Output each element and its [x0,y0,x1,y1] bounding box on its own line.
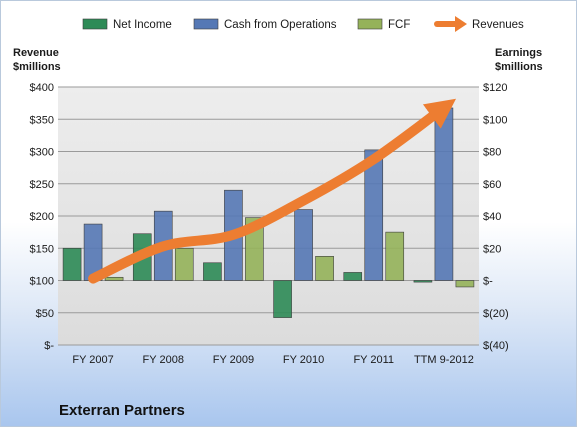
x-tick-label: FY 2007 [72,354,113,366]
x-axis: FY 2007 FY 2008 FY 2009 FY 2010 FY 2011 TTM 9… [72,354,473,366]
cash-from-operations-bar [364,149,384,281]
fcf-legend-swatch [357,18,383,30]
right-tick-label: $120 [483,82,507,94]
left-tick-label: $200 [30,211,54,223]
right-tick-label: $- [483,276,493,288]
x-tick-label: FY 2011 [353,354,394,366]
net-income-bar [62,247,82,281]
legend: Net Income Cash from Operations FCF Revenue… [82,16,524,32]
fcf-bar [385,231,405,281]
left-axis-title-line2: $millions [13,61,61,73]
right-axis-title-line2: $millions [495,61,543,73]
net-income-bar [343,272,363,281]
revenues-legend-label: Revenues [472,19,524,31]
right-axis: $(40) $(20) $- $20 $40 $60 $80 $100 $120 [483,82,509,352]
left-tick-label: $100 [30,276,54,288]
right-axis-title-line1: Earnings [495,47,542,59]
net-income-bar [203,262,222,281]
left-tick-label: $350 [30,114,54,126]
x-tick-label: FY 2008 [143,354,184,366]
fcf-bar [315,256,334,281]
left-tick-label: $- [44,340,54,352]
chart-title: Exterran Partners [59,402,185,419]
fcf-bar [174,247,194,281]
right-tick-label: $40 [483,211,501,223]
right-tick-label: $80 [483,147,501,159]
fcf-bar [455,280,475,288]
left-tick-label: $250 [30,179,54,191]
fcf-bar [104,276,124,281]
cash-from-operations-bar [434,107,454,281]
right-tick-label: $60 [483,179,501,191]
revenue-line-layer [88,98,457,284]
right-tick-label: $(40) [483,340,509,352]
net-income-legend-label: Net Income [113,19,172,31]
left-axis: $- $50 $100 $150 $200 $250 $300 $350 $400 [30,82,55,352]
fcf-legend-label: FCF [388,19,410,31]
revenues-line [88,98,457,284]
cash-from-operations-legend-label: Cash from Operations [224,19,337,31]
net-income-legend-swatch [82,18,108,30]
left-tick-label: $400 [30,82,54,94]
revenues-legend-arrow [455,16,467,32]
cash-from-operations-bar [294,209,313,281]
gridlines [58,86,479,346]
left-tick-label: $150 [30,243,54,255]
right-tick-label: $20 [483,243,501,255]
left-tick-label: $300 [30,147,54,159]
net-income-bar [273,280,292,318]
left-tick-label: $50 [36,308,54,320]
x-tick-label: FY 2010 [283,354,324,366]
cash-from-operations-legend-swatch [193,18,219,30]
left-axis-title-line1: Revenue [13,47,59,59]
net-income-bar [413,280,433,283]
x-tick-label: FY 2009 [213,354,254,366]
right-tick-label: $100 [483,114,507,126]
right-tick-label: $(20) [483,308,509,320]
x-tick-label: TTM 9-2012 [414,354,474,366]
